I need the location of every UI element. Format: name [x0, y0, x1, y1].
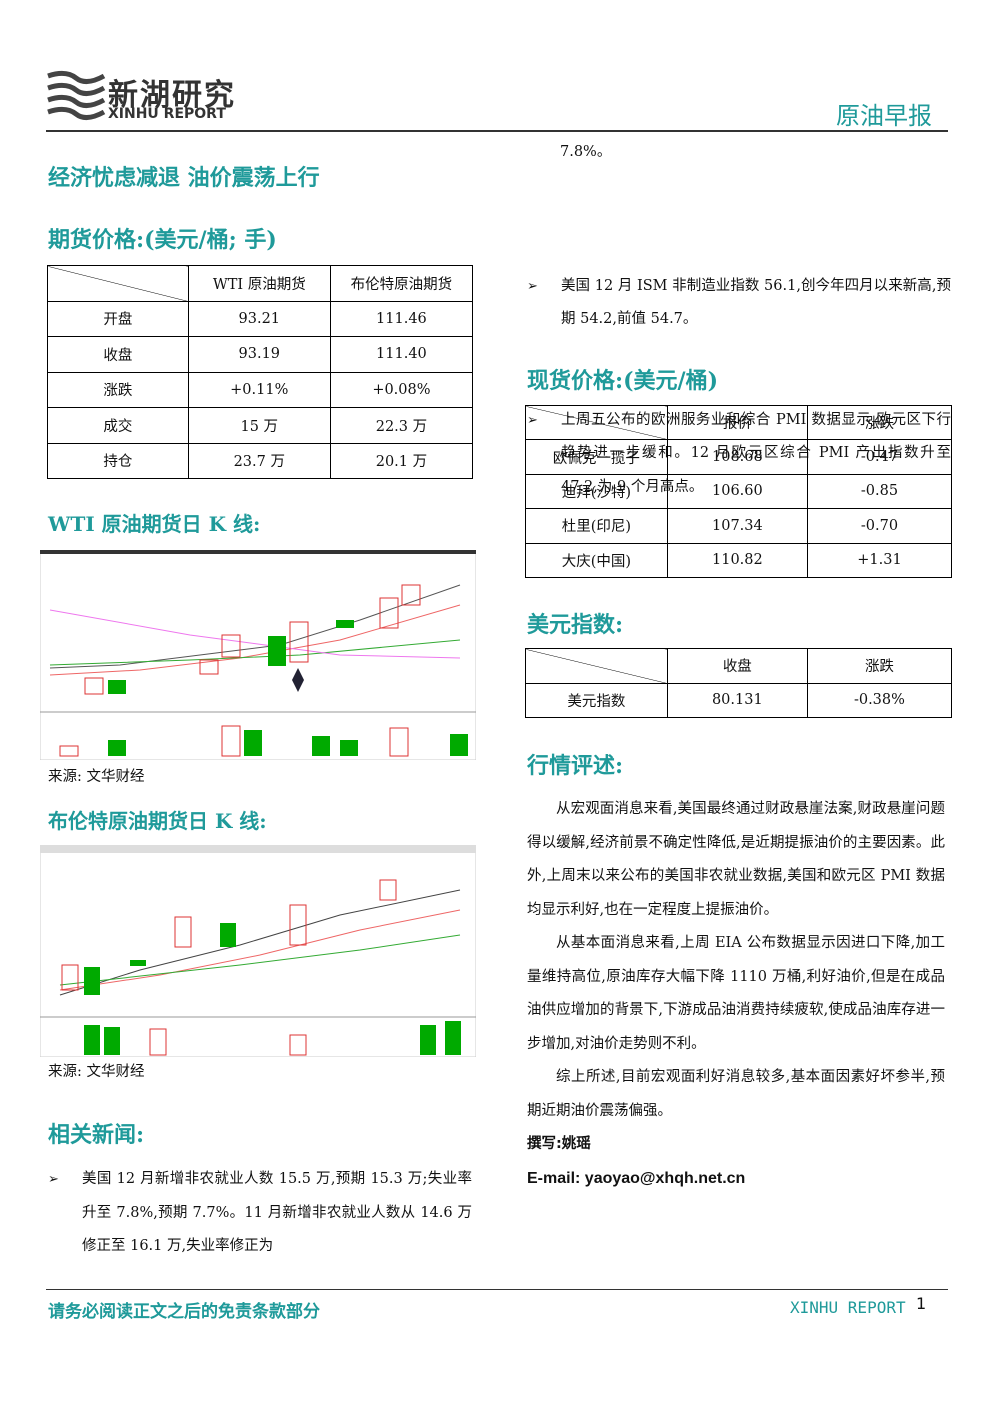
row-label: 美元指数	[525, 682, 668, 718]
diagonal-cell	[47, 265, 189, 302]
table-cell: 80.131	[666, 682, 808, 718]
row-label: 杜里(印尼)	[525, 508, 668, 544]
news-item: 美国 12 月 ISM 非制造业指数 56.1,创今年四月以来新高,预期 54.…	[527, 270, 951, 337]
table-cell: 93.19	[187, 336, 331, 373]
usd-table: 收盘 涨跌 美元指数 80.131 -0.38%	[525, 648, 953, 718]
row-label: 大庆(中国)	[525, 542, 668, 578]
table-row: 美元指数 80.131 -0.38%	[525, 682, 953, 718]
table-row: 持仓 23.7 万 20.1 万	[47, 442, 474, 479]
logo-mark	[47, 70, 106, 120]
table-cell: 22.3 万	[329, 407, 474, 444]
header-row: 收盘 涨跌	[525, 648, 953, 684]
table-cell: 110.82	[666, 542, 808, 578]
title: 经济忧虑减退 油价震荡上行	[48, 165, 320, 191]
table-cell: 111.46	[329, 300, 474, 337]
spot-table: 报价 涨跌 欧佩克一揽子 108.68 -0.47 迪拜(沙特) 106.60 -0.85 杜里…	[525, 404, 953, 578]
commentary: 从宏观面消息来看,美国最终通过财政悬崖法案,财政悬崖问题得以缓解,经济前景不确定…	[527, 793, 945, 1195]
news-item: 美国 12 月新增非农就业人数 15.5 万,预期 15.3 万;失业率升至 7…	[48, 1163, 472, 1264]
disclaimer: 请务必阅读正文之后的免责条款部分	[48, 1302, 320, 1322]
table-row: 杜里(印尼) 107.34 -0.70	[525, 508, 953, 544]
header-row: 报价 涨跌	[525, 404, 953, 441]
header-rule	[46, 130, 948, 132]
heading: 美元指数:	[527, 612, 624, 638]
row-label: 涨跌	[47, 371, 189, 408]
table-cell: 111.40	[329, 336, 474, 373]
news-continuation: 7.8%。	[560, 144, 612, 160]
wti-chart-image	[40, 550, 476, 760]
table-cell: 107.34	[666, 508, 808, 544]
table-cell: 108.68	[666, 439, 808, 475]
email: E-mail: yaoyao@xhqh.net.cn	[527, 1169, 746, 1187]
diagonal-cell	[525, 648, 668, 684]
table-row: 大庆(中国) 110.82 +1.31	[525, 542, 953, 578]
row-label: 成交	[47, 407, 189, 444]
logo-cn: 新湖研究	[108, 78, 236, 113]
table-row: 涨跌 +0.11% +0.08%	[47, 371, 474, 408]
source: 来源: 文华财经	[48, 1064, 145, 1080]
paragraph: 从宏观面消息来看,美国最终通过财政悬崖法案,财政悬崖问题得以缓解,经济前景不确定…	[527, 801, 945, 918]
footer-brand: XINHU REPORT	[790, 1298, 906, 1317]
column-header: 收盘	[666, 648, 808, 684]
table-cell: 106.60	[666, 473, 808, 510]
table-cell: -0.85	[806, 473, 953, 510]
header-row: WTI 原油期货 布伦特原油期货	[47, 265, 474, 302]
brent-chart-image	[40, 845, 476, 1057]
table-cell: 93.21	[187, 300, 331, 337]
row-label: 迪拜(沙特)	[525, 473, 668, 510]
column-header: WTI 原油期货	[187, 265, 331, 302]
table-row: 开盘 93.21 111.46	[47, 300, 474, 337]
table-cell: +0.08%	[329, 371, 474, 408]
futures-table: WTI 原油期货 布伦特原油期货 开盘 93.21 111.46 收盘 93.19 111.4…	[47, 265, 474, 479]
row-label: 持仓	[47, 442, 189, 479]
table-cell: 15 万	[187, 407, 331, 444]
table-cell: -0.70	[806, 508, 953, 544]
heading: WTI 原油期货日 K 线:	[48, 512, 261, 536]
row-label: 欧佩克一揽子	[525, 439, 668, 475]
heading: 期货价格:(美元/桶; 手)	[48, 227, 277, 253]
heading: 相关新闻:	[48, 1122, 145, 1148]
table-row: 欧佩克一揽子 108.68 -0.47	[525, 439, 953, 475]
table-cell: +1.31	[806, 542, 953, 578]
row-label: 开盘	[47, 300, 189, 337]
footer-rule	[46, 1289, 948, 1290]
column-header: 报价	[666, 404, 808, 441]
logo-en: XINHU REPORT	[108, 106, 226, 122]
column-header: 布伦特原油期货	[329, 265, 474, 302]
heading: 布伦特原油期货日 K 线:	[48, 809, 267, 833]
table-cell: 23.7 万	[187, 442, 331, 479]
heading: 行情评述:	[527, 753, 624, 779]
table-row: 迪拜(沙特) 106.60 -0.85	[525, 473, 953, 510]
paragraph: 从基本面消息来看,上周 EIA 公布数据显示因进口下降,加工量维持高位,原油库存…	[527, 935, 945, 1052]
row-label: 收盘	[47, 336, 189, 373]
report-type: 原油早报	[836, 102, 932, 130]
page-number: 1	[916, 1294, 927, 1313]
table-cell: 20.1 万	[329, 442, 474, 479]
heading: 现货价格:(美元/桶)	[527, 368, 718, 394]
author: 撰写:姚瑶	[527, 1136, 591, 1152]
table-row: 收盘 93.19 111.40	[47, 336, 474, 373]
table-row: 成交 15 万 22.3 万	[47, 407, 474, 444]
source: 来源: 文华财经	[48, 769, 145, 785]
table-cell: -0.38%	[806, 682, 953, 718]
table-cell: +0.11%	[187, 371, 331, 408]
diagonal-cell	[525, 404, 668, 441]
paragraph: 综上所述,目前宏观面利好消息较多,基本面因素好坏参半,预期近期油价震荡偏强。	[527, 1069, 945, 1119]
table-cell: -0.47	[806, 439, 953, 475]
column-header: 涨跌	[806, 404, 953, 441]
column-header: 涨跌	[806, 648, 953, 684]
